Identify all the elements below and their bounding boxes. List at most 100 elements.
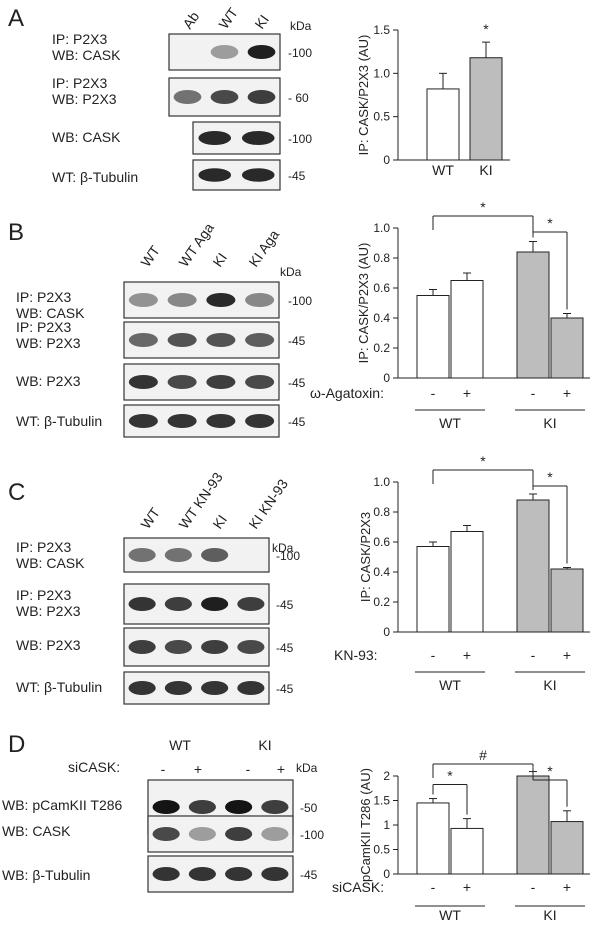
blot-band	[237, 597, 265, 611]
blot-band	[188, 827, 216, 841]
mw-marker: -45	[276, 598, 294, 612]
treatment-sign: +	[277, 761, 285, 777]
treatment-sign: -	[431, 385, 436, 401]
bar	[416, 802, 450, 875]
treatment-sign: -	[431, 879, 436, 895]
blot-label: WB: P2X3	[16, 603, 81, 619]
significance-mark: *	[547, 763, 553, 779]
y-tick-label: 1.0	[373, 66, 390, 80]
bar	[516, 251, 550, 379]
bar	[450, 280, 484, 379]
blot-band	[245, 414, 275, 428]
blot-band	[164, 548, 192, 562]
mw-marker: -45	[288, 334, 306, 348]
mw-marker: -45	[288, 415, 306, 429]
blot-label: WB: CASK	[52, 129, 121, 145]
blot-label: WT: β-Tubulin	[16, 679, 102, 695]
blot-band	[245, 293, 275, 307]
significance-mark: *	[547, 469, 553, 485]
blot-band	[173, 90, 202, 104]
blot-band	[245, 375, 275, 389]
blot-band	[188, 867, 216, 881]
blot-band	[225, 800, 253, 814]
bar	[450, 827, 484, 875]
y-tick-label: 0.6	[373, 535, 390, 549]
mw-marker: -100	[276, 549, 300, 563]
mw-marker: -45	[300, 868, 318, 882]
blot-band	[164, 597, 192, 611]
kda-label: kDa	[280, 265, 302, 279]
y-tick-label: 1.5	[373, 794, 390, 808]
y-tick-label: 0.8	[373, 505, 390, 519]
treatment-sign: +	[563, 385, 571, 401]
chart-a: 0 0.5 1.0 1.5IP: CASK/P2X3 (AU) WT KI *	[356, 21, 510, 178]
blot-band	[225, 827, 253, 841]
x-category-label: KI	[479, 162, 492, 178]
y-tick-label: 0.2	[373, 595, 390, 609]
blot-label: WB: CASK	[2, 823, 71, 839]
bar	[516, 775, 550, 875]
y-axis-label: IP: CASK/P2X3 (AU)	[356, 35, 371, 156]
lane-label: WT	[137, 504, 163, 531]
blot-label: IP: P2X3	[52, 75, 107, 91]
significance-mark: #	[479, 747, 487, 763]
blot-band	[152, 800, 180, 814]
blot-band	[201, 548, 229, 562]
mw-marker: -100	[300, 828, 324, 842]
bar	[450, 531, 484, 633]
blot-band	[237, 681, 265, 695]
blot-band	[128, 414, 158, 428]
y-axis-label: IP: CASK/P2X3	[358, 512, 373, 602]
chart-c: 0 0.2 0.4 0.6 0.8 1.0 IP: CASK/P2X3 - + - + KN-93: W…	[334, 453, 590, 693]
mw-marker: -100	[288, 132, 312, 146]
y-tick-label: 1.5	[373, 23, 390, 37]
blot-band	[247, 90, 276, 104]
kda-label: kDa	[296, 761, 318, 775]
group-label: KI	[543, 415, 556, 431]
blot-band	[206, 333, 236, 347]
blot-label: WB: P2X3	[52, 91, 117, 107]
y-tick-label: 0	[383, 153, 390, 167]
treatment-sign: +	[194, 761, 202, 777]
blot-band	[201, 640, 229, 654]
mw-marker: - 60	[288, 91, 309, 105]
lane-label: KI KN-93	[245, 476, 291, 532]
blot-band	[261, 800, 289, 814]
blot-band	[261, 867, 289, 881]
y-tick-label: 0.8	[373, 251, 390, 265]
y-tick-label: 1	[383, 818, 390, 832]
blot-band	[128, 640, 156, 654]
bar	[469, 57, 503, 161]
group-label: WT	[169, 737, 191, 753]
y-tick-label: 1.0	[373, 475, 390, 489]
blot-band	[128, 548, 156, 562]
kda-label: kDa	[290, 19, 312, 33]
blot-label: IP: P2X3	[52, 31, 107, 47]
group-label: KI	[258, 737, 271, 753]
kda-label: kDa	[272, 541, 294, 555]
bar	[550, 821, 584, 875]
treatment-sign: +	[463, 385, 471, 401]
blot-band	[198, 168, 232, 182]
y-tick-label: 0	[383, 371, 390, 385]
blot-band	[241, 168, 275, 182]
blot-band	[167, 333, 197, 347]
blot-band	[167, 414, 197, 428]
blot-label: WB: P2X3	[16, 373, 81, 389]
treatment-sign: -	[161, 761, 166, 777]
lane-label: KI	[209, 512, 230, 532]
lane-label: KI	[209, 250, 230, 270]
lane-label: WT	[137, 242, 163, 269]
blot-label: IP: P2X3	[16, 539, 71, 555]
bar	[416, 546, 450, 633]
blot-band	[201, 597, 229, 611]
blot-band	[241, 131, 275, 145]
y-tick-label: 2	[383, 769, 390, 783]
treatment-sign: -	[531, 385, 536, 401]
treatment-sign: -	[531, 647, 536, 663]
mw-marker: -50	[300, 801, 318, 815]
y-tick-label: 0.2	[373, 341, 390, 355]
blot-band	[198, 131, 232, 145]
